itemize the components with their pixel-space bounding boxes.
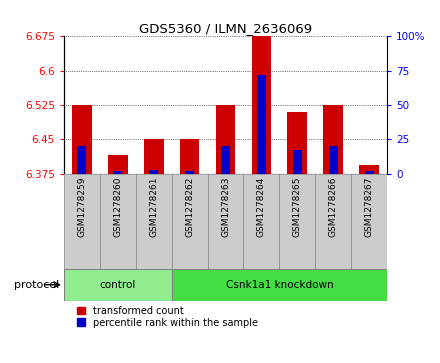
Bar [221, 146, 230, 174]
Bar [329, 146, 338, 174]
Bar [257, 75, 266, 174]
Text: GSM1278267: GSM1278267 [365, 176, 374, 237]
Bar [359, 164, 379, 174]
Text: GSM1278266: GSM1278266 [329, 176, 338, 237]
Bar [180, 139, 199, 174]
Bar [113, 171, 122, 174]
Text: GSM1278262: GSM1278262 [185, 176, 194, 237]
Bar [77, 146, 86, 174]
Bar [252, 36, 271, 174]
Title: GDS5360 / ILMN_2636069: GDS5360 / ILMN_2636069 [139, 22, 312, 35]
Text: GSM1278263: GSM1278263 [221, 176, 230, 237]
Bar [185, 171, 194, 174]
Bar [293, 150, 302, 174]
Bar [144, 139, 164, 174]
Bar [172, 269, 387, 301]
Legend: transformed count, percentile rank within the sample: transformed count, percentile rank withi… [77, 306, 258, 327]
Bar [315, 174, 351, 269]
Bar [64, 269, 172, 301]
Text: GSM1278264: GSM1278264 [257, 176, 266, 237]
Text: Csnk1a1 knockdown: Csnk1a1 knockdown [226, 280, 333, 290]
Bar [243, 174, 279, 269]
Text: GSM1278265: GSM1278265 [293, 176, 302, 237]
Bar [108, 155, 128, 174]
Bar [72, 105, 92, 174]
Bar [216, 105, 235, 174]
Bar [136, 174, 172, 269]
Bar [100, 174, 136, 269]
Bar [279, 174, 315, 269]
Text: GSM1278260: GSM1278260 [113, 176, 122, 237]
Bar [287, 112, 307, 174]
Text: GSM1278259: GSM1278259 [77, 176, 86, 237]
Text: GSM1278261: GSM1278261 [149, 176, 158, 237]
Bar [149, 170, 158, 174]
Bar [208, 174, 243, 269]
Bar [323, 105, 343, 174]
Text: protocol: protocol [14, 280, 59, 290]
Bar [64, 174, 100, 269]
Bar [365, 171, 374, 174]
Bar [172, 174, 208, 269]
Bar [351, 174, 387, 269]
Text: control: control [99, 280, 136, 290]
